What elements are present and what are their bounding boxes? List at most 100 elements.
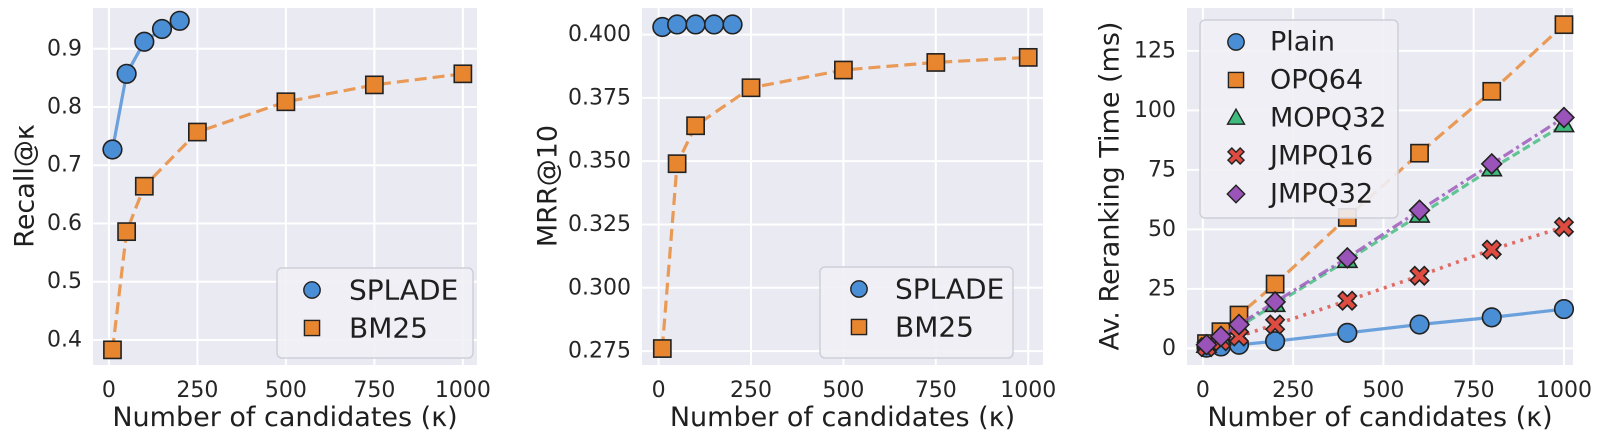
y-tick-label: 0.4 <box>47 327 82 352</box>
data-point-BM25 <box>134 176 154 196</box>
legend-marker-Plain <box>1227 33 1245 51</box>
legend-label-BM25: BM25 <box>349 312 428 345</box>
y-tick-label: 0.400 <box>568 22 631 47</box>
data-point-BM25 <box>741 78 761 98</box>
data-point-JMPQ32 <box>1227 313 1251 336</box>
data-point-JMPQ32 <box>1209 325 1232 348</box>
y-tick-label: 75 <box>1148 157 1176 182</box>
legend-marker-OPQ64 <box>1227 71 1245 89</box>
data-point-Plain <box>1265 331 1286 352</box>
x-tick-label: 0 <box>1196 378 1210 403</box>
y-tick-label: 0.325 <box>568 212 631 237</box>
data-point-OPQ64 <box>1554 15 1574 35</box>
x-tick-label: 250 <box>1272 378 1314 403</box>
data-point-Plain <box>1481 307 1502 328</box>
x-tick-label: 250 <box>730 378 772 403</box>
reranking-time-plot: 0 250 500 750 1000 0 25 50 75 100 125 Plain OPQ64 MOP… <box>1134 8 1592 403</box>
legend-label-OPQ64: OPQ64 <box>1270 65 1363 96</box>
y-tick-label: 0.350 <box>568 149 631 174</box>
x-tick-label: 1000 <box>1000 378 1056 403</box>
x-tick-label: 750 <box>353 378 395 403</box>
y-tick-label: 50 <box>1148 217 1176 242</box>
data-point-Plain <box>1553 298 1575 320</box>
data-point-BM25 <box>667 154 687 174</box>
recall-at-k-plot: 0 250 500 750 1000 0.4 0.5 0.6 0.7 0.8 0.9 SPLADE BM… <box>47 8 491 403</box>
x-tick-label: 250 <box>176 378 218 403</box>
data-point-JMPQ16 <box>1553 216 1575 238</box>
data-point-BM25 <box>652 339 672 358</box>
y-tick-label: 0 <box>1162 336 1176 361</box>
data-point-BM25 <box>453 64 473 84</box>
recall-at-k-chart: 0 250 500 750 1000 0.4 0.5 0.6 0.7 0.8 0.9 SPLADE BM… <box>0 0 533 442</box>
legend-marker-BM25 <box>303 319 321 337</box>
x-tick-label: 500 <box>265 378 307 403</box>
legend-marker-BM25 <box>850 318 868 336</box>
data-point-JMPQ32 <box>1552 106 1576 129</box>
time-x-axis-label: Number of candidates (κ) <box>1207 402 1553 433</box>
y-tick-label: 0.8 <box>47 95 82 120</box>
legend-label-MOPQ32: MOPQ32 <box>1270 103 1386 134</box>
data-point-JMPQ32 <box>1264 290 1287 313</box>
data-point-SPLADE <box>151 18 173 40</box>
recall-y-axis-label: Recall@κ <box>9 124 41 248</box>
data-point-BM25 <box>276 92 296 112</box>
data-point-OPQ64 <box>1410 143 1429 163</box>
data-point-BM25 <box>364 75 384 95</box>
data-point-Plain <box>1337 322 1358 343</box>
x-tick-label: 1000 <box>1536 378 1592 403</box>
data-point-SPLADE <box>134 31 155 52</box>
data-point-OPQ64 <box>1482 81 1502 101</box>
reranking-time-chart: 0 250 500 750 1000 0 25 50 75 100 125 Plain OPQ64 MOP… <box>1066 0 1600 442</box>
mrr-x-axis-label: Number of candidates (κ) <box>669 402 1016 433</box>
data-point-Plain <box>1409 314 1430 335</box>
legend-marker-JMPQ32 <box>1226 184 1246 204</box>
mrr-at-10-chart: 0 250 500 750 1000 0.275 0.300 0.325 0.350 0.375 0… <box>533 0 1066 442</box>
mrr-y-axis-label: MRR@10 <box>532 124 564 248</box>
time-y-axis-label: Av. Reranking Time (ms) <box>1094 21 1126 351</box>
data-point-BM25 <box>188 122 207 142</box>
y-tick-label: 0.9 <box>47 36 82 61</box>
data-point-JMPQ32 <box>1408 199 1431 222</box>
y-tick-label: 0.7 <box>47 153 82 178</box>
legend-label-JMPQ32: JMPQ32 <box>1268 179 1373 210</box>
x-tick-label: 0 <box>102 378 116 403</box>
legend-box <box>276 267 474 359</box>
y-tick-label: 25 <box>1148 276 1176 301</box>
data-point-BM25 <box>834 60 853 80</box>
data-point-BM25 <box>1018 47 1038 67</box>
data-point-SPLADE <box>722 14 743 35</box>
recall-x-axis-label: Number of candidates (κ) <box>112 402 458 433</box>
data-point-JMPQ32 <box>1195 333 1218 356</box>
x-tick-label: 1000 <box>435 378 491 403</box>
data-point-SPLADE <box>116 63 137 84</box>
y-tick-label: 0.300 <box>568 275 631 300</box>
data-point-JMPQ16 <box>1337 290 1358 311</box>
data-point-SPLADE <box>703 14 725 35</box>
legend-marker-MOPQ32 <box>1226 107 1246 125</box>
data-point-JMPQ16 <box>1409 265 1430 287</box>
data-point-JMPQ16 <box>1481 239 1503 260</box>
data-point-SPLADE <box>102 139 123 160</box>
y-tick-label: 0.5 <box>47 269 82 294</box>
mrr-at-10-plot: 0 250 500 750 1000 0.275 0.300 0.325 0.350 0.375 0… <box>568 8 1056 403</box>
y-tick-label: 125 <box>1134 38 1176 63</box>
x-tick-label: 0 <box>652 378 666 403</box>
data-point-SPLADE <box>667 14 688 35</box>
data-point-SPLADE <box>169 10 190 31</box>
legend-marker-SPLADE <box>303 281 321 299</box>
data-point-JMPQ16 <box>1264 314 1286 335</box>
x-tick-label: 750 <box>1453 378 1495 403</box>
legend-label-BM25: BM25 <box>895 311 974 344</box>
data-point-JMPQ32 <box>1336 246 1359 269</box>
legend-box <box>1199 19 1399 219</box>
x-tick-label: 500 <box>822 378 864 403</box>
y-tick-label: 0.275 <box>568 339 631 364</box>
data-point-BM25 <box>926 53 946 72</box>
y-tick-label: 0.6 <box>47 211 82 236</box>
series-line-JMPQ32 <box>1205 116 1565 347</box>
legend-label-Plain: Plain <box>1270 27 1335 58</box>
data-point-BM25 <box>103 340 122 360</box>
x-tick-label: 500 <box>1362 378 1404 403</box>
legend-label-JMPQ16: JMPQ16 <box>1268 141 1373 172</box>
